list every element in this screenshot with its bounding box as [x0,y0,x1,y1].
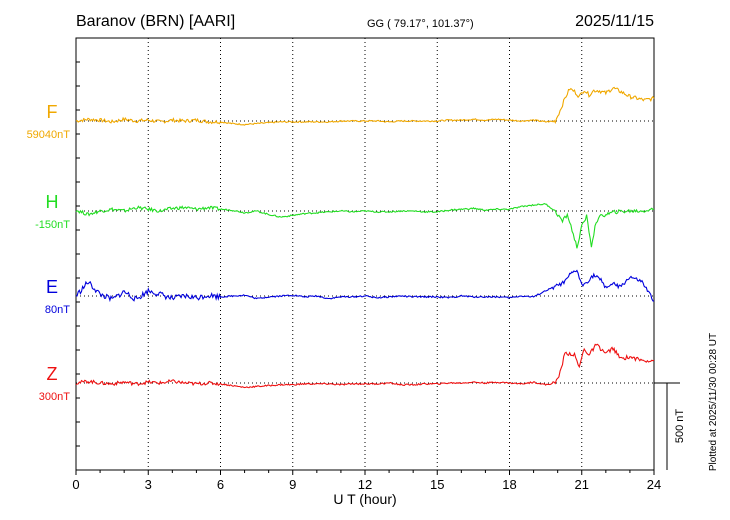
x-tick-label: 9 [289,477,296,492]
x-axis-label: U T (hour) [333,491,396,507]
x-axis-ticks: 0 3 6 9 12 15 18 21 24 [72,61,661,492]
x-tick-label: 24 [647,477,661,492]
scale-bar-label: 500 nT [674,409,686,444]
series-lines [75,86,655,389]
plotted-timestamp: Plotted at 2025/11/30 00:28 UT [708,333,719,471]
series-baselines [76,120,654,384]
date-label: 2025/11/15 [575,13,654,30]
series-baseline-label-e: 80nT [45,304,70,316]
series-line-f [75,86,655,126]
x-tick-label: 21 [575,477,589,492]
station-title: Baranov (BRN) [AARI] [76,13,235,30]
series-baseline-label-f: 59040nT [27,129,71,141]
series-labels: F 59040nT H -150nT E 80nT Z 300nT [27,102,71,403]
station-coordinates: GG ( 79.17°, 101.37°) [367,18,474,30]
series-baseline-label-h: -150nT [35,219,70,231]
scale-bar: 500 nT [654,382,686,470]
x-tick-label: 15 [430,477,444,492]
x-tick-label: 0 [72,477,79,492]
series-line-z [75,343,655,389]
grid-lines [147,38,583,470]
series-name-h: H [46,192,59,212]
series-name-f: F [47,102,58,122]
series-line-h [75,202,655,249]
x-tick-label: 18 [502,477,516,492]
series-line-e [75,269,655,303]
series-name-z: Z [47,364,58,384]
x-tick-label: 3 [145,477,152,492]
series-name-e: E [46,277,58,297]
series-baseline-label-z: 300nT [39,391,70,403]
x-tick-label: 6 [217,477,224,492]
x-tick-label: 12 [358,477,372,492]
